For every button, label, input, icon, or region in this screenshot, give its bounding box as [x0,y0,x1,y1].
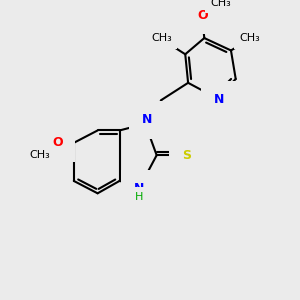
Text: N: N [134,182,144,195]
Text: CH₃: CH₃ [151,33,172,43]
Text: N: N [142,113,152,127]
Text: S: S [182,149,191,162]
Text: H: H [134,192,143,202]
Text: N: N [213,94,224,106]
Text: O: O [197,9,208,22]
Text: CH₃: CH₃ [240,33,260,43]
Text: CH₃: CH₃ [29,150,50,160]
Text: CH₃: CH₃ [210,0,231,8]
Text: O: O [52,136,63,149]
